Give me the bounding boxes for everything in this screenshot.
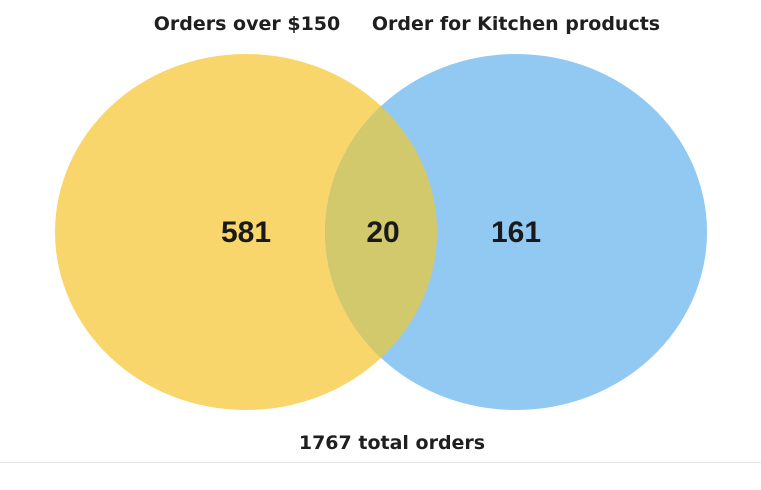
set-b-title: Order for Kitchen products — [372, 13, 660, 35]
set-b-circle — [325, 54, 707, 410]
total-orders-label: 1767 total orders — [299, 432, 485, 454]
bottom-divider — [0, 462, 761, 463]
set-a-circle — [55, 54, 437, 410]
set-a-title: Orders over $150 — [154, 13, 341, 35]
set-b-only-value: 161 — [491, 216, 541, 249]
intersection-value: 20 — [366, 216, 399, 249]
set-a-only-value: 581 — [221, 216, 271, 249]
